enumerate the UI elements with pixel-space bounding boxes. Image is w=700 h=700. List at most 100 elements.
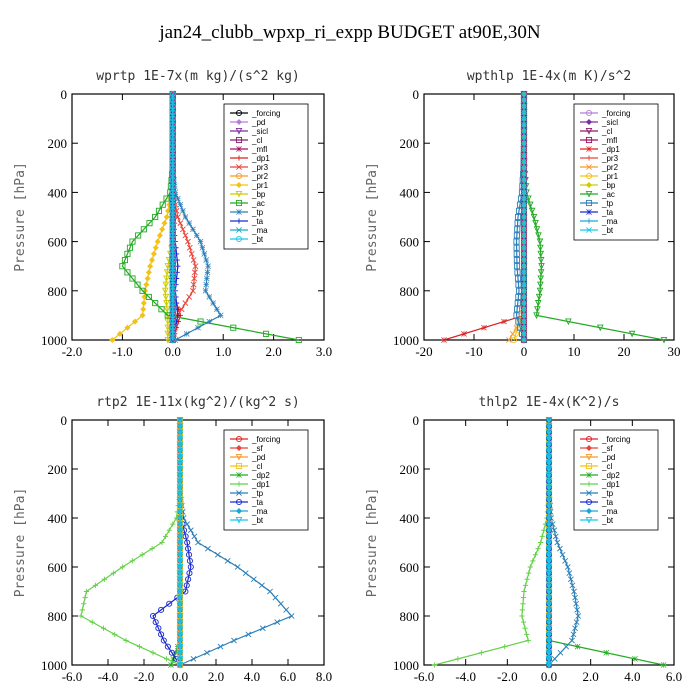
data-point — [521, 127, 527, 134]
data-point — [169, 133, 176, 141]
legend-marker — [585, 190, 593, 198]
data-point — [158, 306, 165, 313]
data-point — [184, 539, 191, 546]
data-point — [150, 250, 157, 257]
data-point — [545, 496, 553, 504]
legend-label: _forcing — [601, 109, 630, 118]
data-point — [206, 318, 213, 325]
data-point — [514, 300, 521, 307]
legend-marker — [235, 118, 243, 126]
data-point — [521, 146, 527, 153]
data-point — [121, 257, 128, 264]
data-point — [521, 269, 527, 276]
data-point — [169, 152, 176, 159]
data-point — [182, 300, 189, 307]
data-point — [526, 201, 534, 209]
data-point — [190, 226, 196, 233]
data-point — [164, 336, 172, 344]
data-point — [109, 336, 116, 344]
data-point — [277, 600, 284, 607]
data-point — [574, 643, 581, 650]
data-point — [521, 207, 527, 214]
legend-marker — [235, 136, 243, 144]
y-tick-label: 400 — [48, 185, 68, 200]
series-bt — [545, 416, 553, 669]
legend-label: _forcing — [251, 435, 280, 444]
data-point — [195, 539, 201, 546]
data-point — [521, 244, 527, 251]
data-point — [274, 619, 281, 626]
data-point — [176, 643, 184, 651]
data-point — [573, 619, 580, 626]
legend-label: _ac — [251, 199, 265, 208]
data-point — [169, 330, 176, 337]
data-point — [155, 207, 162, 214]
data-point — [521, 275, 527, 282]
data-point — [521, 152, 527, 159]
legend-label: _sf — [251, 444, 263, 453]
legend-label: _dp1 — [601, 145, 620, 154]
data-point — [545, 606, 553, 614]
data-point — [506, 337, 512, 343]
data-point — [156, 232, 163, 239]
data-point — [551, 655, 558, 662]
legend-marker — [235, 516, 243, 524]
data-point — [176, 465, 184, 473]
data-point — [159, 201, 166, 208]
data-point — [169, 195, 176, 202]
legend: _forcing_pd_sicl_cl_mfl_dp1_pr3_pr2_pr1_… — [223, 103, 309, 250]
legend-label: _ma — [251, 507, 268, 516]
data-point — [169, 103, 176, 110]
data-point — [521, 306, 527, 313]
data-point — [530, 213, 538, 221]
data-point — [566, 570, 573, 577]
legend-label: _tp — [601, 489, 614, 498]
data-point — [186, 557, 193, 564]
legend-label: _pr2 — [601, 163, 619, 172]
data-point — [545, 429, 553, 436]
data-point — [164, 324, 172, 332]
data-point — [203, 275, 210, 282]
data-point — [169, 287, 176, 294]
data-point — [532, 552, 539, 558]
legend-label: _tp — [251, 208, 264, 217]
data-point — [572, 625, 578, 632]
legend-label: _dp2 — [601, 471, 620, 480]
data-point — [176, 661, 184, 669]
data-point — [169, 164, 176, 171]
data-point — [158, 606, 165, 613]
x-tick-label: 8.0 — [316, 669, 332, 684]
data-point — [545, 527, 553, 534]
data-point — [521, 171, 527, 177]
x-tick-label: -1.0 — [112, 344, 133, 359]
data-point — [191, 275, 198, 282]
data-point — [78, 613, 84, 619]
data-point — [514, 306, 521, 313]
legend-label: _sicl — [251, 127, 268, 136]
legend: _forcing_sicl_cl_mfl_dp1_pr3_pr2_pr1_bp_… — [573, 103, 659, 241]
legend-label: _dp1 — [251, 154, 270, 163]
data-point — [567, 576, 574, 583]
data-point — [185, 576, 192, 583]
data-point — [214, 551, 221, 558]
data-point — [545, 459, 553, 467]
data-point — [461, 331, 467, 337]
data-point — [521, 238, 527, 245]
data-point — [557, 545, 563, 552]
series-bt — [169, 90, 176, 344]
data-point — [170, 521, 176, 527]
x-tick-label: -6.0 — [62, 669, 83, 684]
data-point — [186, 244, 193, 251]
y-tick-label: 800 — [48, 284, 68, 299]
data-point — [513, 232, 520, 239]
legend-marker — [585, 136, 593, 144]
data-point — [551, 527, 558, 534]
data-point — [185, 545, 192, 552]
x-tick-label: 0 — [521, 344, 528, 359]
data-point — [545, 661, 553, 669]
data-point — [192, 263, 199, 270]
data-point — [521, 312, 527, 319]
legend-marker — [236, 209, 242, 215]
legend-marker — [236, 481, 242, 487]
legend-label: _bp — [251, 190, 266, 199]
